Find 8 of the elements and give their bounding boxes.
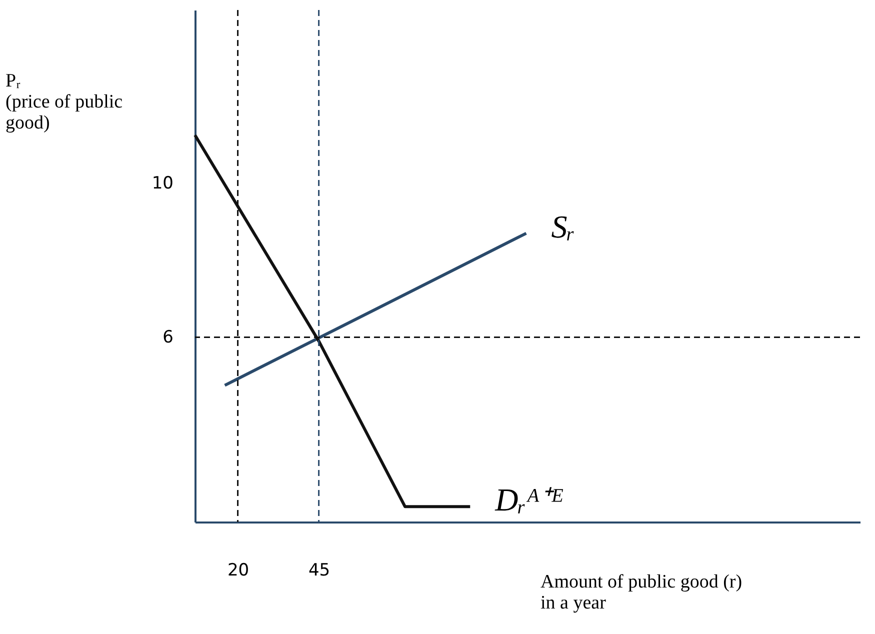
series-label: Dᵣᴬ⁺ᴱ (494, 482, 564, 518)
y-tick-label: 10 (152, 174, 174, 194)
x-axis-title: Amount of public good (r) in a year (540, 572, 742, 614)
x-tick-label: 45 (308, 560, 330, 580)
series-label: Sᵣ (551, 208, 576, 244)
x-tick-label: 20 (227, 560, 250, 580)
y-axis-title: Pᵣ (price of public good) (6, 70, 123, 134)
y-tick-label: 6 (162, 328, 174, 348)
